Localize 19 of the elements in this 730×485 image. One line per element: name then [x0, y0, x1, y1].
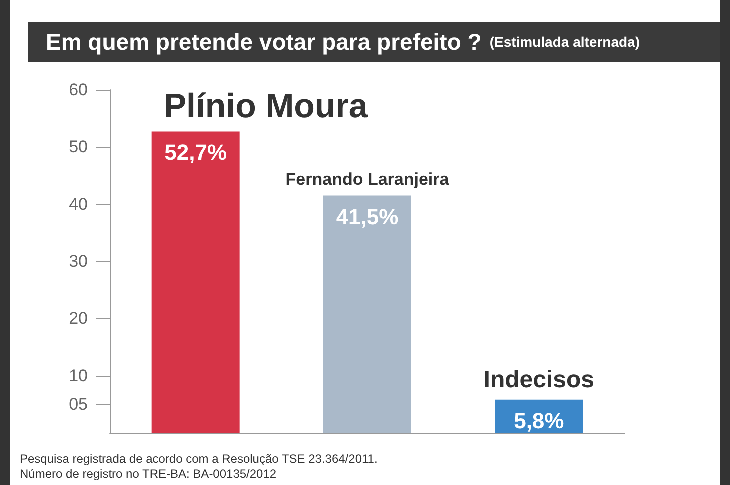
data-label: 5,8% [514, 408, 564, 434]
y-tick-label: 50 [69, 138, 88, 157]
chart-title: Em quem pretende votar para prefeito ? [46, 28, 482, 56]
x-tick-label: Plínio Moura [164, 88, 369, 126]
bar [152, 132, 240, 433]
y-tick-label: 10 [69, 366, 88, 386]
chart-subtitle: (Estimulada alternada) [490, 34, 640, 50]
y-tick-label: 40 [69, 194, 88, 214]
y-tick-label: 20 [69, 309, 88, 328]
y-tick-label: 60 [69, 80, 88, 100]
text: Número de registro no TRE-BA: BA-00135/2012 [20, 467, 278, 482]
bar [324, 196, 412, 433]
data-label: 41,5% [336, 204, 399, 230]
x-tick-label: Indecisos [484, 366, 595, 394]
y-tick-label: 05 [69, 394, 88, 414]
x-tick-label: Fernando Laranjeira [286, 170, 450, 189]
data-label: 52,7% [164, 140, 228, 166]
text: Pesquisa registrada de acordo com a Resolução TSE 23.364/2011. [20, 452, 378, 467]
y-tick-label: 30 [69, 252, 88, 271]
